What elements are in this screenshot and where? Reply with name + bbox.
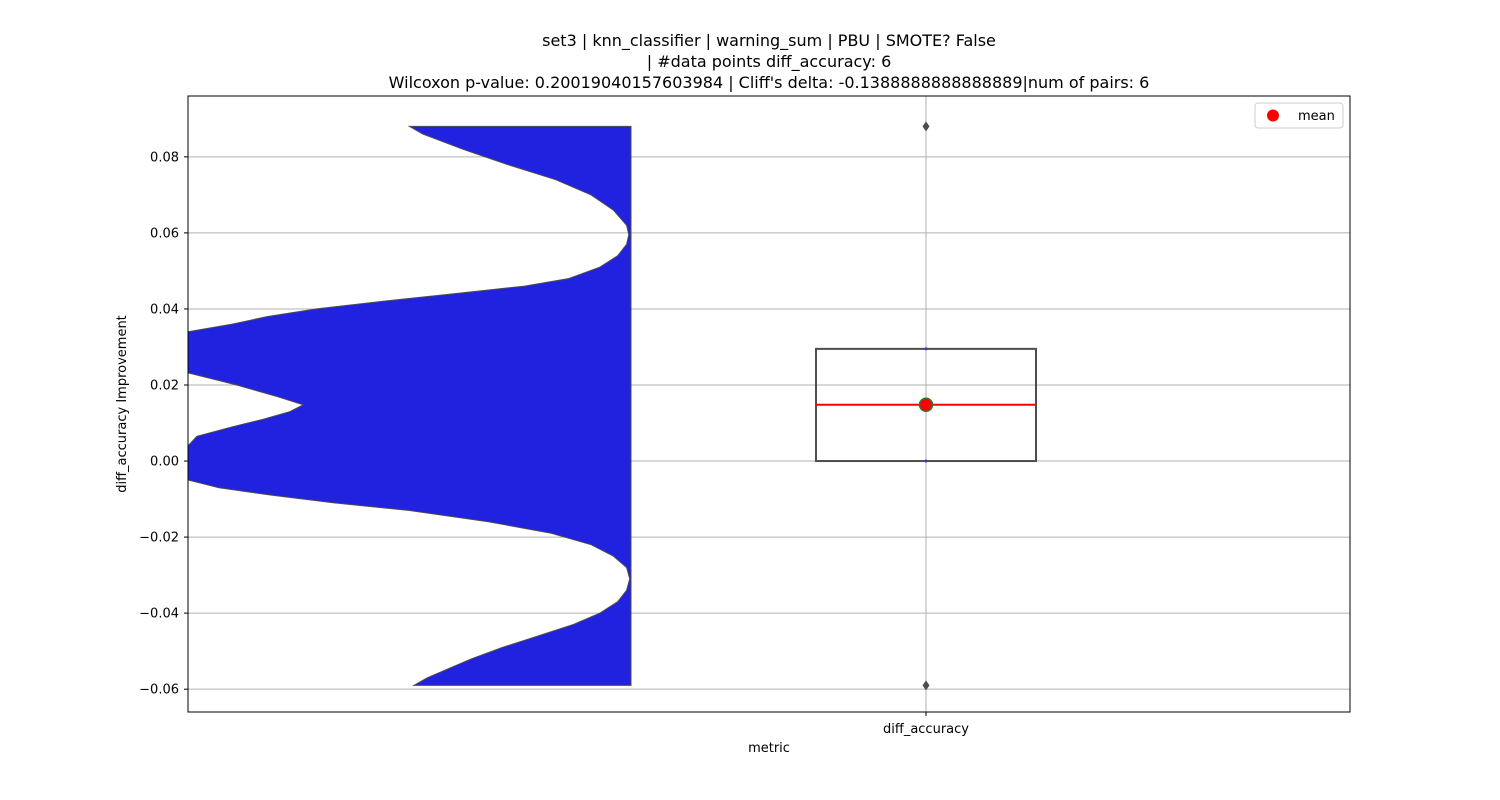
violin-body bbox=[188, 125, 632, 686]
y-tick-label: −0.02 bbox=[139, 531, 179, 546]
y-tick-label: 0.08 bbox=[150, 150, 179, 165]
x-tick-label: diff_accuracy bbox=[883, 722, 969, 737]
legend-mean-marker bbox=[1267, 109, 1279, 122]
legend-frame bbox=[1254, 102, 1344, 129]
legend-mean-label: mean bbox=[1298, 109, 1335, 124]
legend: mean bbox=[1254, 102, 1344, 129]
whisker-cap-high bbox=[924, 347, 928, 351]
title-line-3: Wilcoxon p-value: 0.20019040157603984 | … bbox=[389, 73, 1150, 92]
y-tick-label: −0.04 bbox=[139, 607, 179, 622]
y-tick-label: −0.06 bbox=[139, 683, 179, 698]
y-tick-label: 0.06 bbox=[150, 226, 179, 241]
chart-title: set3 | knn_classifier | warning_sum | PB… bbox=[389, 31, 1150, 92]
outlier-point bbox=[922, 121, 930, 132]
plot-area: 0.08 0.06 0.04 0.02 0.00 −0.02 −0.04 −0.06 diff_… bbox=[139, 95, 1351, 737]
x-axis-label: metric bbox=[748, 741, 790, 756]
outlier-point bbox=[922, 680, 930, 691]
y-tick-label: 0.04 bbox=[150, 302, 179, 317]
axes-frame bbox=[187, 95, 1351, 713]
y-axis-label: diff_accuracy Improvement bbox=[115, 315, 130, 493]
whisker-cap-low bbox=[924, 459, 928, 463]
title-line-1: set3 | knn_classifier | warning_sum | PB… bbox=[542, 31, 996, 51]
y-tick-label: 0.00 bbox=[150, 455, 179, 470]
y-tick-label: 0.02 bbox=[150, 378, 179, 393]
title-line-2: | #data points diff_accuracy: 6 bbox=[647, 52, 892, 72]
mean-marker bbox=[918, 397, 934, 413]
